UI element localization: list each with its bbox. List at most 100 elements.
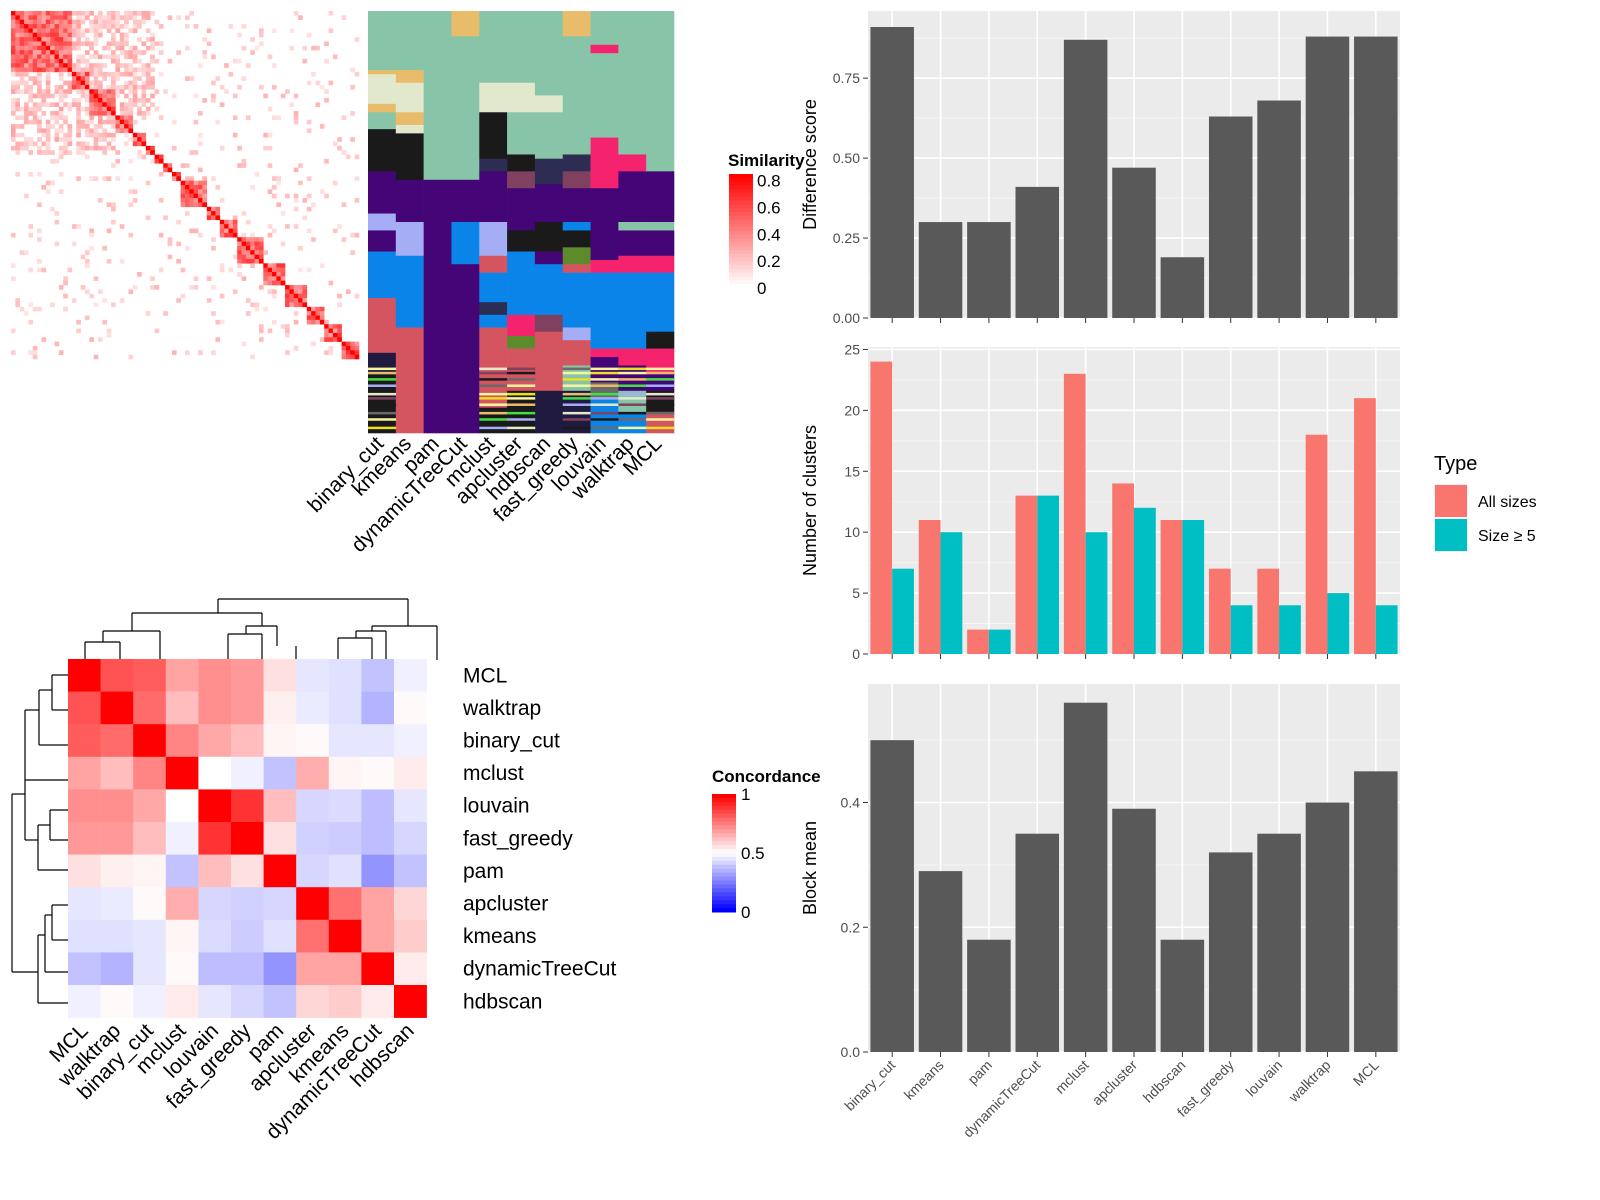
similarity-cell [132,76,138,81]
similarity-cell [37,124,42,129]
similarity-cell [41,93,47,99]
concordance-legend-gradient [712,833,736,838]
similarity-cell [241,241,247,247]
similarity-cell [350,111,355,116]
similarity-cell [84,289,90,295]
similarity-cell [228,219,234,225]
similarity-cell [11,276,16,281]
similarity-cell [115,150,121,155]
similarity-cell [115,45,121,51]
similarity-cell [93,76,99,81]
cluster-grid-stripe [562,392,591,396]
similarity-cell [119,71,125,77]
cluster-grid-cell [534,251,564,265]
similarity-cell [132,93,138,99]
similarity-cell [250,241,255,247]
similarity-cell [341,354,347,360]
similarity-cell [267,263,273,268]
y-axis-label: Number of clusters [800,425,820,576]
similarity-cell [41,337,47,342]
cluster-grid-cell [562,230,591,248]
similarity-cell [63,15,68,20]
similarity-cell [198,350,203,355]
similarity-cell [263,272,268,277]
similarity-cell [137,58,142,64]
similarity-cell [132,102,138,107]
similarity-cell [80,32,86,38]
similarity-cell [293,115,299,121]
similarity-cell [50,158,55,164]
similarity-cell [193,198,199,203]
similarity-cell [272,276,277,281]
similarity-cell [119,45,125,51]
similarity-cell [224,219,229,225]
concordance-cell [133,756,167,790]
similarity-cell [332,141,338,147]
similarity-cell [154,285,160,290]
similarity-cell [41,45,47,51]
similarity-cell [250,37,255,42]
similarity-cell [154,106,160,112]
similarity-cell [315,319,321,325]
concordance-legend-gradient [712,892,736,897]
similarity-cell [180,189,186,194]
similarity-cell [280,241,286,247]
bar-size-ge-5 [988,629,1011,654]
similarity-cell [106,54,112,60]
concordance-cell [231,659,264,692]
similarity-cell [84,263,90,268]
similarity-cell [276,180,281,186]
similarity-cell [24,89,29,94]
similarity-cell [302,198,308,203]
similarity-cell [228,228,234,234]
similarity-cell [106,228,112,234]
cluster-grid-cell [618,348,647,366]
concordance-cell [263,789,297,823]
bar-size-ge-5 [1375,605,1398,654]
similarity-cell [241,24,247,29]
concordance-row-label: binary_cut [463,730,560,753]
concordance-cell [263,919,297,953]
cluster-grid-cell [534,264,564,273]
similarity-cell [63,280,68,286]
similarity-cell [241,245,247,251]
similarity-cell [89,102,94,107]
similarity-cell [58,11,64,16]
similarity-cell [324,193,329,199]
similarity-cell [119,111,125,116]
similarity-cell [185,15,190,20]
similarity-cell [58,71,64,77]
cluster-grid-stripe [618,397,647,400]
similarity-cell [45,63,51,68]
cluster-grid-stripe [479,397,508,400]
similarity-cell [98,54,103,60]
similarity-cell [58,171,64,177]
similarity-cell [37,24,42,29]
similarity-cell [67,63,73,68]
similarity-cell [306,311,312,316]
similarity-cell [263,280,268,286]
similarity-cell [185,198,190,203]
similarity-cell [11,328,16,334]
similarity-cell [189,76,194,81]
similarity-cell [89,106,94,112]
similarity-cell [337,337,342,342]
similarity-cell [76,224,81,229]
similarity-cell [98,111,103,116]
similarity-cell [189,228,194,234]
cluster-grid-cell [507,335,536,349]
concordance-cell [100,789,134,823]
concordance-cell [263,822,297,855]
similarity-cell [28,45,34,51]
similarity-cell [93,63,99,68]
similarity-cell [211,311,216,316]
similarity-cell [198,111,203,116]
similarity-cell [54,24,60,29]
cluster-grid-cell [368,230,397,252]
similarity-cell [45,128,51,134]
cluster-grid-cell [479,222,508,257]
similarity-cell [37,128,42,134]
similarity-cell [145,111,151,116]
similarity-cell [272,293,277,299]
similarity-cell [80,84,86,90]
